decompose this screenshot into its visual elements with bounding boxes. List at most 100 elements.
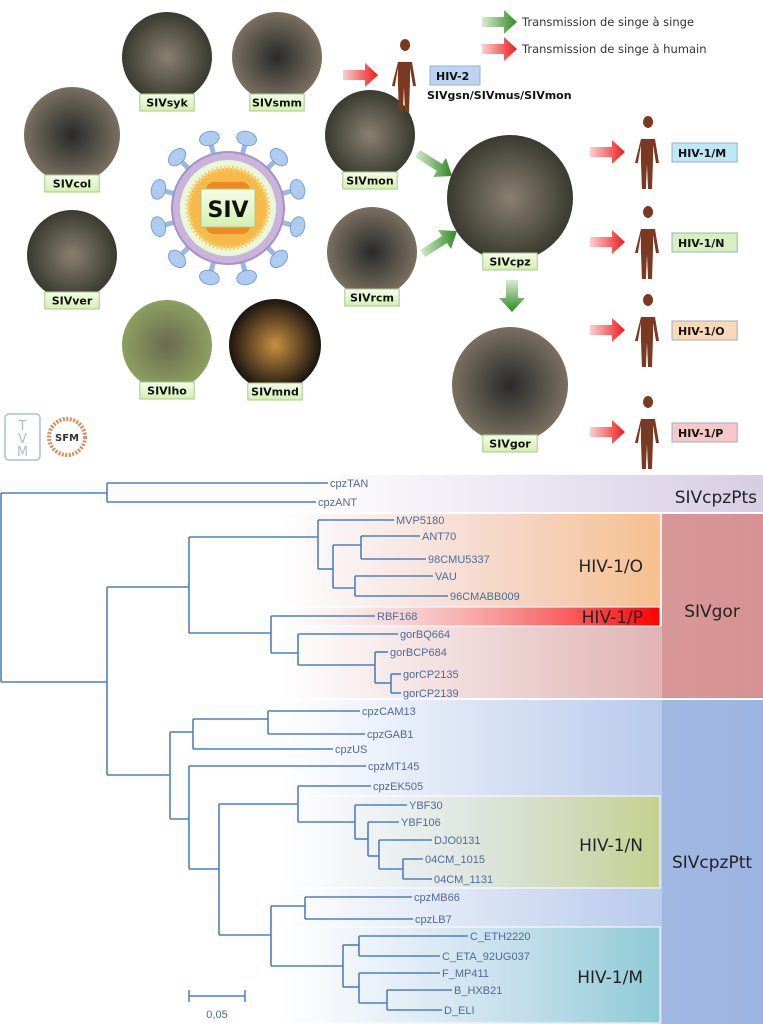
red-arrow-icon xyxy=(590,420,625,444)
primate-label: SIVcpz xyxy=(489,256,530,269)
primate-photo xyxy=(232,12,322,102)
svg-text:T: T xyxy=(18,419,27,434)
tree-tip-label: YBF106 xyxy=(401,817,441,829)
clade-label-hiv1p: HIV-1/P xyxy=(582,608,643,628)
red-arrow-icon xyxy=(343,63,378,87)
primate-sivcol: SIVcol xyxy=(24,87,120,193)
human-transmissions: HIV-2 HIV-1/M HIV-1/N HIV-1/O HIV-1/P xyxy=(343,39,738,469)
band-sivcpzpts xyxy=(300,475,763,512)
red-arrow-icon xyxy=(482,37,517,61)
tree-tip-label: C_ETA_92UG037 xyxy=(442,951,530,963)
tree-tip-label: cpzEK505 xyxy=(373,781,423,793)
tree-tip-label: gorCP2139 xyxy=(403,688,459,700)
tree-tip-label: C_ETH2220 xyxy=(470,931,531,943)
phylogenetic-tree: cpzTAN cpzANT MVP5180 ANT70 98CMU5337 VAU 96CM… xyxy=(0,478,531,1017)
primate-label: SIVsmm xyxy=(252,97,302,110)
primate-sivmnd: SIVmnd xyxy=(229,299,321,401)
primate-label: SIVmon xyxy=(346,175,393,188)
legend: Transmission de singe à singe Transmissi… xyxy=(482,10,707,61)
tree-tip-label: cpzMB66 xyxy=(414,892,460,904)
tree-tip-label: cpzMT145 xyxy=(368,761,419,773)
tree-tip-label: cpzTAN xyxy=(330,478,368,490)
red-arrow-icon xyxy=(590,318,625,342)
human-figure-icon xyxy=(634,294,659,367)
clade-label-hiv1o: HIV-1/O xyxy=(579,557,644,577)
tree-tip-label: 96CMABB009 xyxy=(450,591,520,603)
svg-text:M: M xyxy=(17,445,28,460)
human-figure-icon xyxy=(391,39,416,112)
primate-photo xyxy=(27,210,117,300)
human-virus-label: HIV-1/P xyxy=(678,427,723,440)
tree-tip-label: gorBCP684 xyxy=(390,647,447,659)
transmission-arrow-green xyxy=(420,230,457,257)
tvm-logo: T V M xyxy=(4,413,41,461)
primate-photos: SIVsyk SIVsmm SIVcol SIVver SIVmon SIVrcm SIVl… xyxy=(24,12,573,453)
tree-tip-label: D_ELI xyxy=(444,1005,475,1017)
tree-tip-label: VAU xyxy=(435,571,457,583)
transmission-arrow-green xyxy=(415,150,452,177)
svg-text:SFM: SFM xyxy=(55,433,79,444)
source-label: SIVgsn/SIVmus/SIVmon xyxy=(427,89,572,102)
tree-tip-label: cpzCAM13 xyxy=(362,706,416,718)
primate-photo xyxy=(24,87,120,183)
sfm-logo: SFM xyxy=(47,417,87,457)
human-figure-icon xyxy=(634,396,659,469)
primate-label: SIVmnd xyxy=(251,386,299,399)
scale-bar xyxy=(188,990,246,1002)
primate-photo xyxy=(229,299,321,391)
box-hiv1n xyxy=(279,795,661,889)
primate-label: SIVlho xyxy=(147,385,187,398)
tree-tip-label: gorCP2135 xyxy=(403,669,459,681)
human-virus-label: HIV-1/M xyxy=(678,147,726,160)
clade-label-sivgor: SIVgor xyxy=(684,602,740,622)
tree-tip-label: ANT70 xyxy=(422,531,456,543)
siv-virion-icon: SIV xyxy=(150,130,306,286)
tree-tip-label: B_HXB21 xyxy=(454,985,502,997)
scale-bar-label: 0,05 xyxy=(206,1009,227,1021)
clade-label-hiv1n: HIV-1/N xyxy=(579,836,643,856)
tree-tip-label: 04CM_1015 xyxy=(425,854,485,866)
primate-sivlho: SIVlho xyxy=(122,300,212,400)
tree-tip-label: F_MP411 xyxy=(442,968,489,980)
green-arrow-icon xyxy=(482,10,517,34)
human-figure-icon xyxy=(634,116,659,189)
red-arrow-icon xyxy=(590,140,625,164)
human-virus-label: HIV-1/O xyxy=(678,325,725,338)
tree-tip-label: 04CM_1131 xyxy=(434,874,493,886)
human-figure-icon xyxy=(634,206,659,279)
primate-sivsyk: SIVsyk xyxy=(122,12,212,112)
clade-backgrounds xyxy=(271,475,763,1024)
primate-label: SIVsyk xyxy=(146,97,188,110)
legend-ape-to-ape: Transmission de singe à singe xyxy=(521,15,694,29)
tree-tip-label: cpzUS xyxy=(335,744,367,756)
primate-photo xyxy=(452,327,568,443)
virus-label: SIV xyxy=(207,198,248,223)
clade-label-sivcpzptt: SIVcpzPtt xyxy=(672,853,752,873)
human-hiv-1m: HIV-1/M xyxy=(590,116,738,189)
primate-sivver: SIVver xyxy=(27,210,117,310)
tree-tip-label: cpzANT xyxy=(318,497,357,509)
human-hiv-2: HIV-2 xyxy=(343,39,481,112)
transmission-arrow-green xyxy=(499,280,525,312)
primate-photo xyxy=(122,300,212,390)
human-hiv-1p: HIV-1/P xyxy=(590,396,738,469)
primate-label: SIVcol xyxy=(53,178,91,191)
red-arrow-icon xyxy=(590,230,625,254)
primate-photo xyxy=(122,12,212,102)
tree-tip-label: DJO0131 xyxy=(434,835,480,847)
clade-label-sivcpzpts: SIVcpzPts xyxy=(675,488,757,508)
tree-tip-label: gorBQ664 xyxy=(400,629,450,641)
primate-photo xyxy=(327,207,417,297)
human-virus-label: HIV-1/N xyxy=(678,237,724,250)
legend-ape-to-human: Transmission de singe à humain xyxy=(521,42,707,56)
primate-label: SIVrcm xyxy=(350,292,394,305)
clade-label-hiv1m: HIV-1/M xyxy=(577,968,643,988)
tree-tip-label: MVP5180 xyxy=(396,515,444,527)
tree-tip-label: RBF168 xyxy=(377,611,417,623)
human-hiv-1n: HIV-1/N xyxy=(590,206,738,279)
primate-sivrcm: SIVrcm xyxy=(327,207,417,307)
tree-tip-label: cpzLB7 xyxy=(415,914,452,926)
primate-photo xyxy=(447,135,573,261)
primate-photo xyxy=(325,90,415,180)
human-virus-label: HIV-2 xyxy=(436,70,469,83)
